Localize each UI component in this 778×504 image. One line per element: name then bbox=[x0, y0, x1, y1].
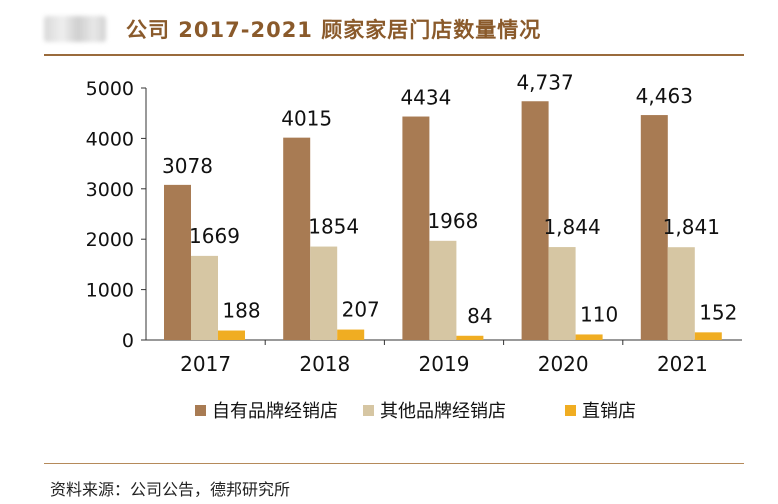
y-tick-label: 4000 bbox=[86, 128, 134, 150]
x-tick-label: 2021 bbox=[657, 352, 708, 376]
footer-divider bbox=[44, 463, 744, 464]
x-tick-label: 2020 bbox=[538, 352, 589, 376]
legend-swatch bbox=[363, 405, 374, 416]
y-tick-label: 0 bbox=[122, 330, 134, 352]
data-label: 4434 bbox=[400, 86, 451, 110]
bar-direct bbox=[456, 335, 484, 340]
bar-other-brand bbox=[667, 247, 695, 340]
bar-other-brand bbox=[429, 240, 457, 340]
bar-other-brand bbox=[191, 255, 218, 340]
bar-own-brand bbox=[283, 137, 311, 340]
bar-direct bbox=[337, 329, 365, 340]
data-label: 4,737 bbox=[516, 70, 573, 94]
data-label: 84 bbox=[467, 304, 492, 328]
x-tick-label: 2018 bbox=[299, 352, 350, 376]
bar-own-brand bbox=[640, 115, 668, 340]
data-label: 4015 bbox=[281, 107, 332, 131]
x-tick-label: 2017 bbox=[180, 352, 231, 376]
chart-header: 公司 2017-2021 顾家家居门店数量情况 bbox=[0, 0, 778, 58]
data-label: 1854 bbox=[308, 215, 359, 239]
data-label: 3078 bbox=[162, 154, 213, 178]
bar-own-brand bbox=[521, 101, 549, 340]
title-divider bbox=[44, 54, 744, 56]
bar-own-brand bbox=[402, 116, 430, 340]
bar-own-brand bbox=[164, 184, 191, 340]
bar-direct bbox=[575, 334, 603, 340]
legend-label: 直销店 bbox=[582, 401, 636, 422]
y-tick-label: 5000 bbox=[86, 78, 134, 100]
bar-other-brand bbox=[310, 246, 338, 340]
y-tick-label: 1000 bbox=[86, 280, 134, 302]
data-label: 1669 bbox=[189, 224, 240, 248]
data-label: 4,463 bbox=[636, 84, 693, 108]
data-label: 1,844 bbox=[543, 215, 600, 239]
data-label: 188 bbox=[222, 299, 260, 323]
legend-swatch bbox=[565, 405, 576, 416]
blurred-logo bbox=[44, 16, 106, 42]
data-label: 1,841 bbox=[663, 215, 720, 239]
legend-label: 其他品牌经销店 bbox=[380, 401, 506, 422]
bar-direct bbox=[218, 330, 245, 340]
source-note: 资料来源：公司公告，德邦研究所 bbox=[50, 480, 291, 499]
data-label: 1968 bbox=[427, 209, 478, 233]
x-tick-label: 2019 bbox=[419, 352, 470, 376]
chart-title: 公司 2017-2021 顾家家居门店数量情况 bbox=[126, 18, 542, 42]
bar-chart: 0 1000 2000 3000 4000 5000 3078 1669 188 2017 4015… bbox=[86, 70, 742, 422]
bar-direct bbox=[694, 332, 722, 340]
legend-label: 自有品牌经销店 bbox=[212, 401, 338, 422]
data-label: 207 bbox=[342, 298, 380, 322]
bar-other-brand bbox=[548, 247, 576, 340]
y-tick-label: 2000 bbox=[86, 229, 134, 251]
data-label: 110 bbox=[580, 302, 618, 326]
legend-swatch bbox=[195, 405, 206, 416]
y-tick-label: 3000 bbox=[86, 179, 134, 201]
data-label: 152 bbox=[699, 300, 737, 324]
